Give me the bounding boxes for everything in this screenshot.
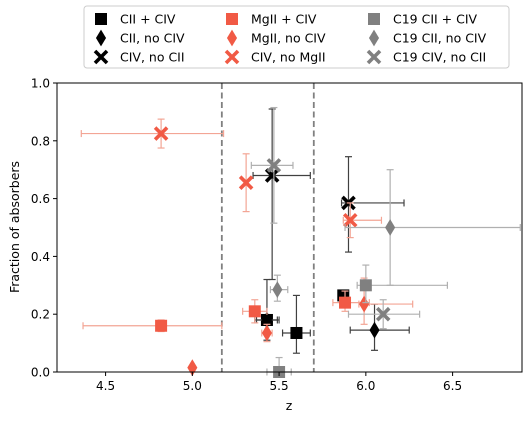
data-point-5-3 <box>359 295 370 313</box>
legend-label-3: CIV, no CII <box>120 50 185 65</box>
data-point-6-1 <box>153 126 169 141</box>
data-point-6-2 <box>238 175 254 190</box>
y-tick-label: 0.8 <box>31 134 50 148</box>
x-tick-label: 5.5 <box>270 379 289 393</box>
x-tick-label: 6.0 <box>356 379 375 393</box>
y-tick-label: 0.0 <box>31 366 50 380</box>
data-point-2-2 <box>369 321 380 339</box>
legend-label-1: CII + CIV <box>120 12 176 27</box>
legend-marker-8 <box>368 29 380 47</box>
legend: CII + CIV CII, no CIV CIV, no CII MgII + CI… <box>83 5 510 69</box>
data-point-3-1-stroke-b <box>264 168 280 183</box>
legend-label-7: C19 CII + CIV <box>393 12 478 27</box>
legend-marker-9 <box>366 49 382 65</box>
legend-label-4: MgII + CIV <box>251 12 317 27</box>
x-tick-label: 5.0 <box>183 379 202 393</box>
x-tick-label: 6.5 <box>443 379 462 393</box>
data-point-6-1-stroke-b <box>153 126 169 141</box>
series-9 <box>250 106 421 330</box>
data-point-6-3-stroke-b <box>342 213 358 228</box>
legend-marker-3 <box>93 49 109 65</box>
data-point-9-1-stroke-b <box>266 158 282 173</box>
y-tick-label: 1.0 <box>31 77 50 91</box>
legend-frame <box>83 5 510 69</box>
y-tick-label: 0.2 <box>31 308 50 322</box>
legend-marker-7 <box>368 13 380 25</box>
data-point-6-3 <box>342 213 358 228</box>
y-tick-label: 0.4 <box>31 250 50 264</box>
legend-label-9: C19 CIV, no CII <box>393 50 486 65</box>
legend-label-5: MgII, no CIV <box>251 31 326 46</box>
data-point-6-2-stroke-b <box>238 175 254 190</box>
data-point-8-1 <box>272 281 283 299</box>
data-point-2-1 <box>261 311 272 329</box>
x-tick-label: 4.5 <box>96 379 115 393</box>
legend-label-8: C19 CII, no CIV <box>393 31 487 46</box>
data-point-5-2 <box>261 324 272 342</box>
legend-marker-9-stroke-b <box>366 49 382 65</box>
plot-area <box>80 83 521 378</box>
legend-label-2: CII, no CIV <box>120 31 185 46</box>
axes: z Fraction of absorbers 4.5 5.0 5.5 6.0 6.5 0… <box>7 77 523 413</box>
legend-marker-2 <box>95 29 107 47</box>
legend-marker-6-stroke-b <box>224 49 240 65</box>
data-point-1-2 <box>290 326 303 339</box>
legend-label-6: CIV, no MgII <box>251 50 326 65</box>
series-8 <box>269 169 521 302</box>
data-point-4-2 <box>248 305 261 318</box>
y-axis-label: Fraction of absorbers <box>7 161 22 293</box>
series-6 <box>80 118 383 239</box>
legend-marker-4 <box>226 13 238 25</box>
legend-marker-1 <box>95 13 107 25</box>
data-point-4-3 <box>339 296 352 309</box>
legend-marker-3-stroke-b <box>93 49 109 65</box>
data-point-9-2 <box>375 306 391 322</box>
data-point-8-2 <box>385 219 396 236</box>
legend-marker-5 <box>226 29 238 47</box>
y-tick-label: 0.6 <box>31 192 50 206</box>
x-axis-label: z <box>286 398 293 413</box>
plot-frame <box>56 82 523 373</box>
series-4 <box>82 290 370 333</box>
data-point-7-2 <box>359 279 372 292</box>
data-point-4-1 <box>155 319 168 332</box>
data-point-9-1 <box>266 158 282 173</box>
data-point-9-2-stroke-b <box>375 306 391 322</box>
legend-marker-6 <box>224 49 240 65</box>
